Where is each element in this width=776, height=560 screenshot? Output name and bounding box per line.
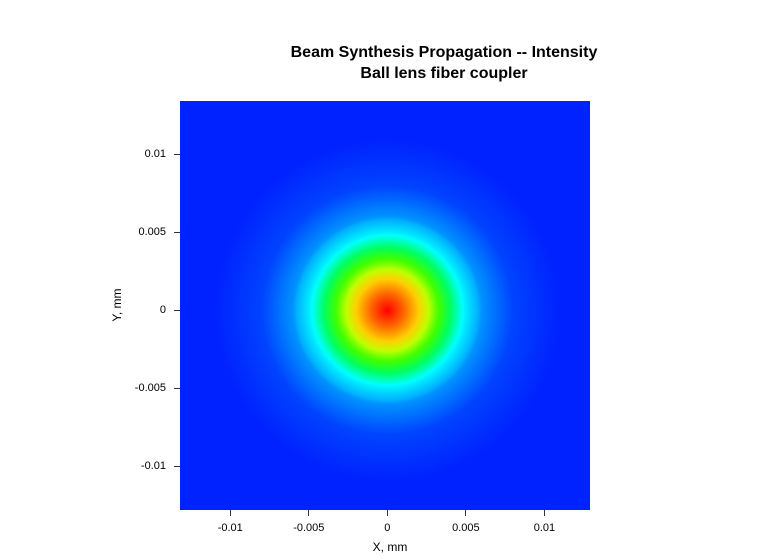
plot-area: [180, 101, 590, 510]
y-tick-mark: [174, 387, 180, 389]
y-tick-label: 0.01: [144, 148, 166, 161]
x-axis-label: X, mm: [372, 540, 408, 554]
x-tick-label: -0.005: [293, 522, 325, 534]
y-tick-label: -0.01: [140, 460, 166, 473]
x-tick-label: 0: [384, 522, 391, 534]
y-tick-mark: [174, 465, 180, 467]
x-tick-label: 0.005: [452, 522, 480, 534]
x-tick-mark: [308, 510, 310, 516]
chart-title: Beam Synthesis Propagation -- Intensity: [290, 44, 598, 61]
x-tick-mark: [229, 510, 231, 516]
y-tick-label: 0.005: [138, 226, 166, 239]
chart-subtitle: Ball lens fiber coupler: [360, 65, 528, 82]
intensity-heatmap: [180, 101, 590, 510]
y-tick-label: 0: [159, 304, 166, 317]
y-tick-mark: [174, 231, 180, 233]
y-tick-mark: [174, 153, 180, 155]
x-tick-mark: [465, 510, 467, 516]
x-tick-label: -0.01: [217, 522, 243, 534]
x-tick-label: 0.01: [533, 522, 556, 534]
y-tick-label: -0.005: [134, 382, 166, 395]
y-tick-mark: [174, 309, 180, 311]
x-tick-mark: [386, 510, 388, 516]
x-tick-mark: [543, 510, 545, 516]
y-axis-label: Y, mm: [110, 288, 124, 322]
